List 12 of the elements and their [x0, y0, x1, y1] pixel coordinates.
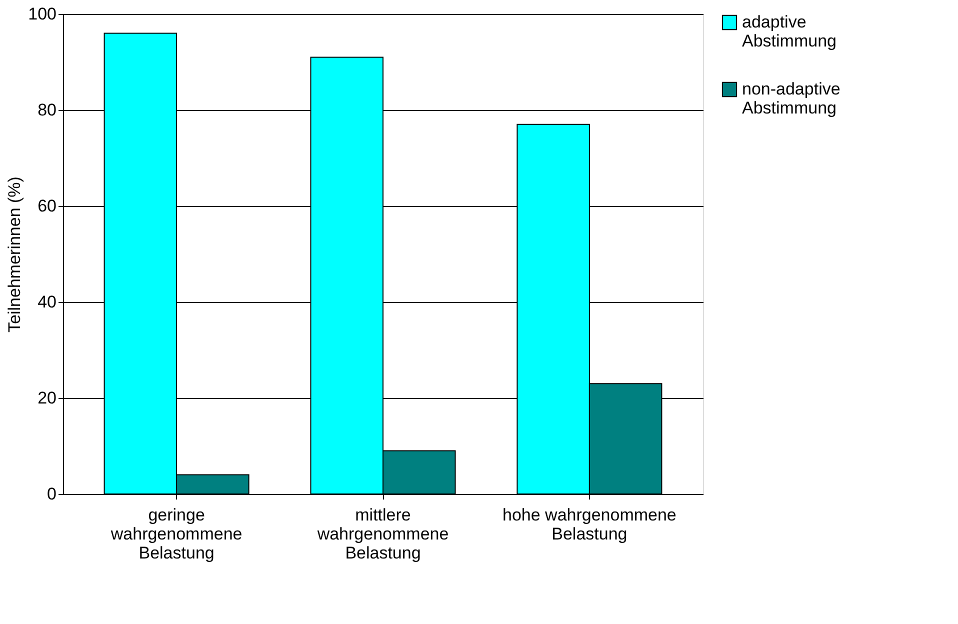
legend-label: adaptive Abstimmung: [742, 12, 836, 50]
y-tick-label: 40: [38, 292, 56, 312]
y-tick-label: 0: [47, 484, 56, 504]
y-tick-label: 20: [38, 388, 56, 408]
y-tick-label: 80: [38, 100, 56, 120]
x-tick-label: mittlere wahrgenommene Belastung: [316, 506, 449, 562]
y-axis-title: Teilnehmerinnen (%): [5, 176, 24, 332]
y-tick-label: 100: [28, 4, 56, 24]
y-tick-label: 60: [38, 196, 56, 216]
x-tick-label: hohe wahrgenommene Belastung: [502, 506, 676, 544]
x-tick-label: geringe wahrgenommene Belastung: [110, 506, 242, 562]
legend-label: non-adaptive Abstimmung: [742, 80, 840, 118]
